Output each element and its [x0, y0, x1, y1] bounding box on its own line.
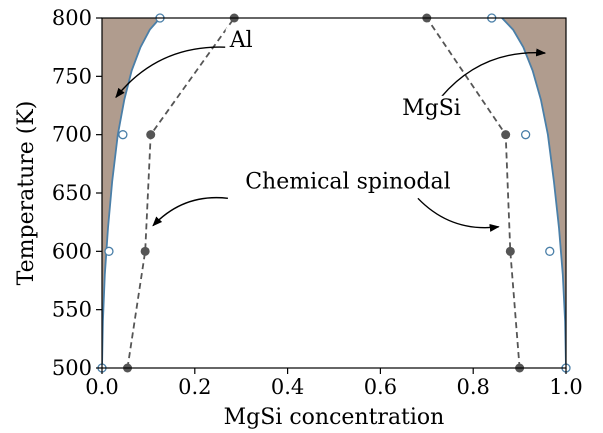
y-axis-title: Temperature (K): [14, 101, 39, 286]
x-tick-label: 0.6: [364, 375, 397, 399]
spinodal-lines: [126, 17, 521, 369]
spinodal-line-1: [426, 17, 521, 369]
annotation-label: Al: [229, 28, 253, 53]
annotation-arrow: [152, 196, 228, 227]
al-rich-region: [102, 18, 160, 368]
x-tick-label: 0.4: [271, 375, 304, 399]
y-tick-label: 700: [52, 123, 92, 147]
annotation-label-bg: [404, 95, 459, 122]
binodal-curves: [102, 18, 566, 368]
annotations: Al MgSi Chemical spinodal: [115, 28, 547, 232]
x-tick-label: 1.0: [549, 375, 582, 399]
binodal-point: [118, 130, 128, 140]
y-tick-label: 800: [52, 6, 92, 30]
x-tick-label: 0.2: [178, 375, 211, 399]
y-tick-label: 500: [52, 356, 92, 380]
two-phase-regions: [102, 18, 566, 368]
annotation-arrow: [440, 48, 547, 98]
annotation-label: MgSi: [402, 96, 461, 121]
binodal-point: [104, 246, 114, 256]
mgsi-rich-region: [502, 18, 566, 368]
spinodal-point: [505, 246, 515, 256]
spinodal-point: [146, 130, 156, 140]
annotation-label: Chemical spinodal: [245, 169, 450, 194]
annotation-label-bg: [225, 28, 257, 55]
annotation-arrow: [417, 197, 500, 232]
binodal-curve-0: [102, 18, 162, 368]
spinodal-point: [501, 130, 511, 140]
axis-ticks: 0.0 0.2 0.4 0.6 0.8 1.0 500 550 600 650 700 750 800: [52, 6, 583, 399]
spinodal-point: [140, 246, 150, 256]
x-axis-title: MgSi concentration: [224, 405, 445, 430]
x-tick-label: 0.8: [456, 375, 489, 399]
y-tick-label: 650: [52, 181, 92, 205]
binodal-curve-1: [500, 18, 566, 368]
y-tick-label: 550: [52, 298, 92, 322]
y-tick-label: 600: [52, 239, 92, 263]
x-tick-label: 0.0: [85, 375, 118, 399]
binodal-point: [545, 246, 555, 256]
annotation-arrow: [115, 46, 226, 99]
annotation-label-bg: [246, 169, 450, 196]
y-tick-label: 750: [52, 64, 92, 88]
binodal-point: [520, 130, 531, 140]
